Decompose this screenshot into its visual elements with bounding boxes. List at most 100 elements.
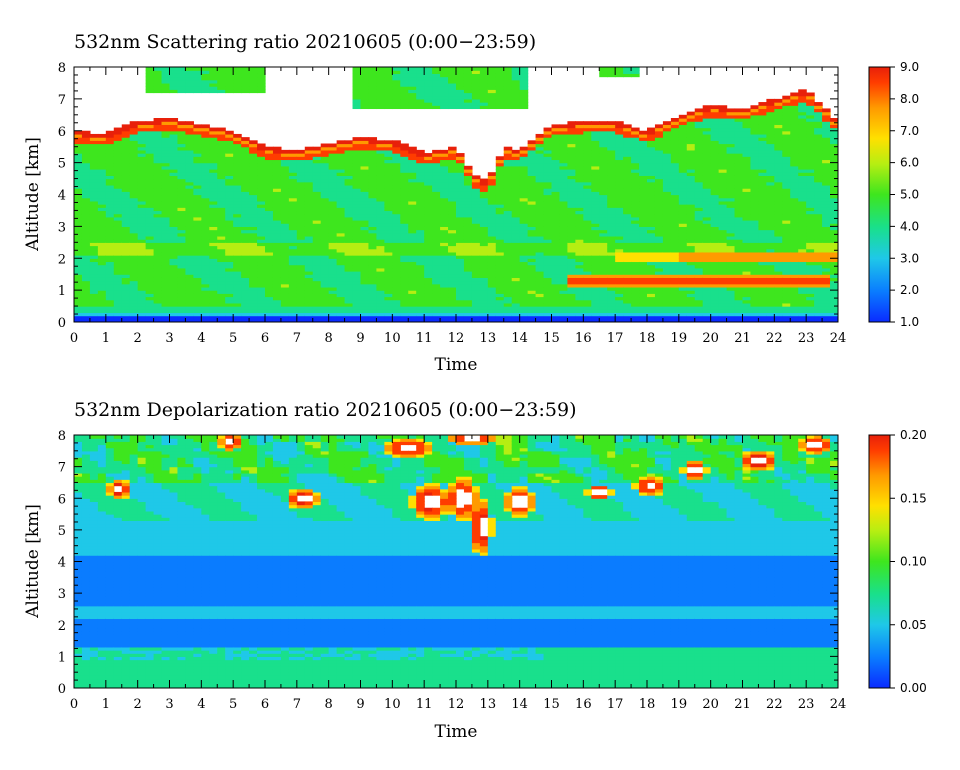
heatmap-cell: [527, 223, 537, 227]
heatmap-cell: [440, 79, 449, 84]
heatmap-cell: [320, 178, 330, 183]
heatmap-cell: [567, 315, 576, 320]
heatmap-cell: [463, 283, 473, 288]
heatmap-cell: [368, 169, 378, 173]
heatmap-cell: [105, 299, 115, 304]
heatmap-cell: [153, 156, 163, 161]
heatmap-cell: [575, 156, 584, 161]
heatmap-cell: [113, 191, 123, 196]
heatmap-cell: [647, 213, 656, 218]
heatmap-cell: [153, 251, 163, 256]
heatmap-cell: [511, 165, 521, 170]
heatmap-cell: [654, 229, 664, 234]
heatmap-cell: [121, 255, 131, 259]
heatmap-cell: [487, 232, 497, 237]
heatmap-cell: [129, 251, 139, 256]
heatmap-cell: [272, 277, 282, 282]
heatmap-cell: [479, 232, 489, 237]
heatmap-cell: [368, 296, 378, 301]
heatmap-cell: [686, 302, 696, 307]
heatmap-cell: [575, 200, 584, 205]
heatmap-cell: [249, 271, 258, 275]
heatmap-cell: [503, 172, 513, 176]
heatmap-cell: [97, 299, 107, 304]
heatmap-cell: [456, 293, 465, 298]
heatmap-cell: [89, 216, 99, 221]
heatmap-cell: [352, 226, 362, 231]
heatmap-cell: [137, 140, 147, 145]
heatmap-cell: [209, 258, 218, 263]
heatmap-cell: [463, 89, 473, 94]
heatmap-cell: [615, 235, 624, 240]
heatmap-cell: [177, 213, 187, 218]
heatmap-cell: [288, 309, 298, 314]
heatmap-cell: [360, 210, 370, 215]
heatmap-cell: [177, 89, 187, 94]
heatmap-cell: [575, 271, 584, 275]
heatmap-cell: [623, 172, 632, 176]
heatmap-cell: [241, 70, 250, 74]
heatmap-cell: [416, 98, 425, 103]
heatmap-cell: [662, 255, 672, 259]
heatmap-cell: [272, 153, 282, 157]
heatmap-cell: [567, 239, 576, 243]
heatmap-cell: [551, 162, 561, 167]
heatmap-cell: [137, 299, 147, 304]
heatmap-cell: [81, 194, 91, 199]
heatmap-cell: [137, 204, 147, 208]
heatmap-cell: [272, 239, 282, 243]
heatmap-cell: [296, 188, 306, 192]
heatmap-cell: [145, 162, 155, 167]
heatmap-cell: [296, 232, 306, 237]
heatmap-cell: [376, 264, 385, 269]
heatmap-cell: [392, 79, 401, 84]
heatmap-cell: [352, 239, 362, 243]
heatmap-cell: [121, 318, 131, 322]
heatmap-cell: [344, 197, 354, 202]
heatmap-cell: [249, 216, 258, 221]
heatmap-cell: [360, 312, 370, 317]
heatmap-cell: [559, 124, 569, 129]
heatmap-cell: [670, 172, 680, 176]
heatmap-cell: [344, 140, 354, 145]
heatmap-cell: [479, 280, 489, 285]
heatmap-cell: [432, 267, 441, 272]
heatmap-cell: [599, 274, 608, 278]
heatmap-cell: [97, 290, 107, 294]
heatmap-cell: [129, 306, 139, 310]
heatmap-cell: [137, 232, 147, 237]
heatmap-cell: [631, 226, 640, 231]
heatmap-cell: [177, 267, 187, 272]
heatmap-cell: [503, 153, 513, 157]
heatmap-cell: [559, 229, 569, 234]
heatmap-cell: [670, 309, 680, 314]
heatmap-cell: [113, 226, 123, 231]
heatmap-cell: [249, 248, 258, 253]
heatmap-cell: [535, 210, 545, 215]
heatmap-cell: [639, 188, 648, 192]
heatmap-cell: [376, 309, 385, 314]
heatmap-cell: [416, 184, 425, 189]
heatmap-cell: [495, 175, 505, 180]
heatmap-cell: [607, 188, 616, 192]
heatmap-cell: [440, 67, 449, 71]
heatmap-cell: [249, 204, 258, 208]
heatmap-cell: [209, 210, 218, 215]
heatmap-cell: [400, 312, 409, 317]
heatmap-cell: [599, 67, 608, 71]
heatmap-cell: [81, 290, 91, 294]
heatmap-cell: [336, 274, 346, 278]
heatmap-cell: [368, 264, 378, 269]
heatmap-cell: [400, 299, 409, 304]
heatmap-cell: [432, 73, 441, 78]
heatmap-cell: [463, 98, 473, 103]
heatmap-cell: [360, 191, 370, 196]
heatmap-cell: [241, 248, 250, 253]
heatmap-cell: [416, 213, 425, 218]
heatmap-cell: [265, 181, 274, 186]
heatmap-cell: [352, 172, 362, 176]
heatmap-cell: [249, 70, 258, 74]
heatmap-cell: [288, 200, 298, 205]
heatmap-cell: [408, 306, 417, 310]
heatmap-cell: [647, 309, 656, 314]
